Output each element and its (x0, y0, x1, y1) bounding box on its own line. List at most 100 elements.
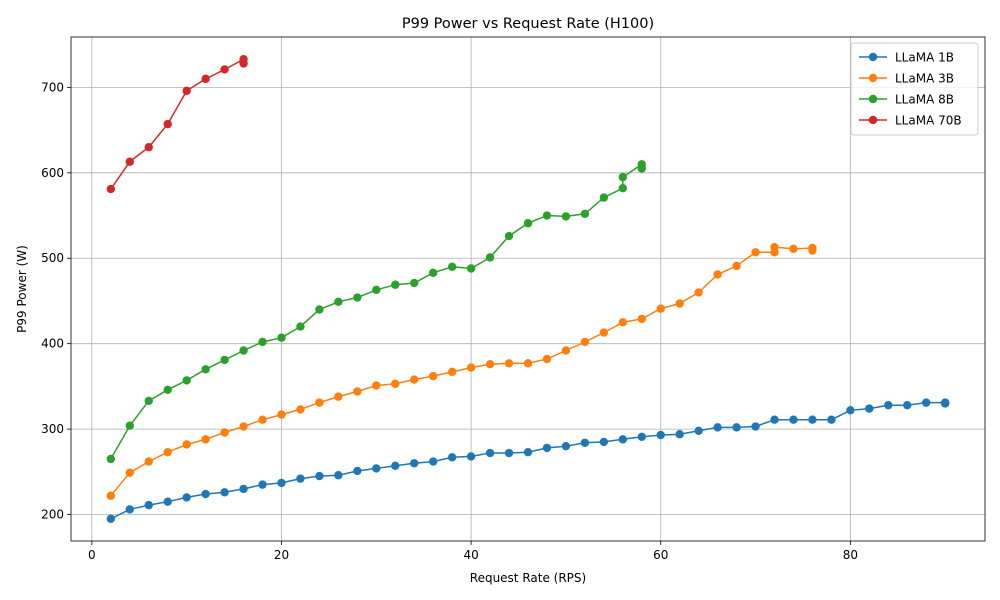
data-point-llama-8b (447, 262, 457, 271)
data-point-llama-1b (922, 398, 931, 407)
data-point-llama-1b (940, 399, 950, 408)
data-point-llama-8b (239, 346, 248, 355)
x-tick-label: 0 (88, 548, 96, 562)
data-point-llama-1b (125, 505, 134, 514)
data-point-llama-70b (201, 74, 210, 84)
y-tick-label: 300 (41, 422, 64, 436)
data-point-llama-1b (694, 426, 703, 436)
data-point-llama-3b (542, 354, 552, 364)
data-point-llama-1b (144, 500, 153, 510)
series-layer (106, 55, 950, 523)
legend-item: LLaMA 8B (859, 93, 954, 107)
data-point-llama-8b (125, 421, 134, 430)
legend-item: LLaMA 70B (859, 114, 962, 128)
legend-label: LLaMA 3B (895, 72, 954, 86)
series-line-llama-3b (110, 246, 814, 497)
data-point-llama-3b (182, 440, 191, 449)
data-point-llama-3b (523, 359, 533, 368)
data-point-llama-8b (410, 278, 419, 288)
data-point-llama-8b (277, 333, 286, 342)
data-point-llama-3b (713, 270, 722, 279)
data-point-llama-1b (447, 453, 457, 462)
data-point-llama-3b (694, 288, 703, 297)
data-point-llama-1b (106, 514, 116, 523)
data-point-llama-70b (220, 65, 229, 74)
data-point-llama-1b (884, 400, 893, 410)
data-point-llama-1b (846, 406, 855, 415)
y-axis-label: P99 Power (W) (15, 245, 29, 333)
data-point-llama-1b (903, 400, 912, 410)
data-point-llama-3b (201, 435, 210, 444)
data-point-llama-3b (315, 398, 324, 407)
data-point-llama-1b (865, 404, 874, 413)
data-point-llama-8b (637, 164, 646, 173)
ticks: 0 20 40 60 80 200 300 400 500 600 700 (41, 80, 858, 562)
data-point-llama-3b (732, 261, 741, 271)
data-point-llama-8b (485, 253, 495, 262)
data-point-llama-70b (163, 119, 172, 129)
legend-item: LLaMA 3B (859, 72, 954, 86)
data-point-llama-3b (770, 242, 779, 252)
data-point-llama-1b (220, 488, 229, 497)
data-point-llama-3b (334, 392, 343, 401)
data-point-llama-3b (618, 318, 628, 327)
data-point-llama-3b (410, 375, 419, 384)
data-point-llama-1b (239, 484, 248, 494)
series-llama-8b (106, 160, 646, 464)
data-point-llama-8b (523, 219, 533, 228)
data-point-llama-1b (827, 415, 836, 424)
legend-label: LLaMA 1B (895, 51, 954, 65)
x-axis-label: Request Rate (RPS) (470, 571, 586, 585)
data-point-llama-3b (466, 363, 476, 372)
data-point-llama-3b (504, 359, 514, 368)
data-point-llama-1b (428, 457, 438, 466)
data-point-llama-1b (751, 422, 760, 431)
data-point-llama-8b (618, 172, 628, 182)
data-point-llama-1b (315, 471, 324, 481)
data-point-llama-1b (372, 464, 381, 473)
data-point-llama-3b (125, 468, 134, 477)
data-point-llama-70b (144, 142, 153, 152)
data-point-llama-1b (656, 430, 665, 440)
data-point-llama-1b (163, 497, 172, 506)
data-point-llama-8b (504, 231, 514, 241)
data-point-llama-1b (296, 474, 305, 483)
data-point-llama-3b (353, 387, 362, 396)
data-point-llama-8b (372, 285, 381, 295)
y-tick-label: 200 (41, 508, 64, 522)
data-point-llama-8b (561, 212, 571, 221)
data-point-llama-8b (466, 264, 476, 273)
data-point-llama-1b (599, 437, 609, 447)
data-point-llama-3b (428, 371, 438, 381)
data-point-llama-8b (334, 297, 343, 307)
data-point-llama-8b (258, 337, 267, 347)
data-point-llama-3b (751, 248, 760, 257)
series-llama-3b (106, 242, 817, 500)
legend: LLaMA 1B LLaMA 3B LLaMA 8B LLaMA 70B (850, 42, 979, 136)
data-point-llama-1b (466, 452, 476, 461)
series-line-llama-1b (110, 401, 946, 520)
data-point-llama-8b (580, 209, 590, 219)
data-point-llama-8b (542, 211, 552, 220)
data-point-llama-3b (106, 491, 116, 500)
data-point-llama-3b (789, 244, 798, 254)
data-point-llama-1b (713, 423, 722, 432)
data-point-llama-3b (580, 337, 590, 347)
data-point-llama-3b (447, 367, 457, 377)
data-point-llama-1b (732, 423, 741, 432)
y-tick-label: 600 (41, 166, 64, 180)
plot-frame (70, 36, 986, 542)
data-point-llama-1b (277, 478, 286, 488)
data-point-llama-1b (353, 466, 362, 476)
data-point-llama-1b (391, 461, 400, 471)
data-point-llama-3b (239, 422, 248, 431)
data-point-llama-3b (599, 328, 609, 337)
series-llama-70b (106, 55, 248, 194)
y-tick-label: 700 (41, 80, 64, 94)
data-point-llama-3b (675, 299, 684, 308)
data-point-llama-1b (637, 432, 646, 441)
data-point-llama-1b (675, 430, 684, 439)
data-point-llama-1b (258, 480, 267, 489)
data-point-llama-1b (561, 441, 571, 451)
